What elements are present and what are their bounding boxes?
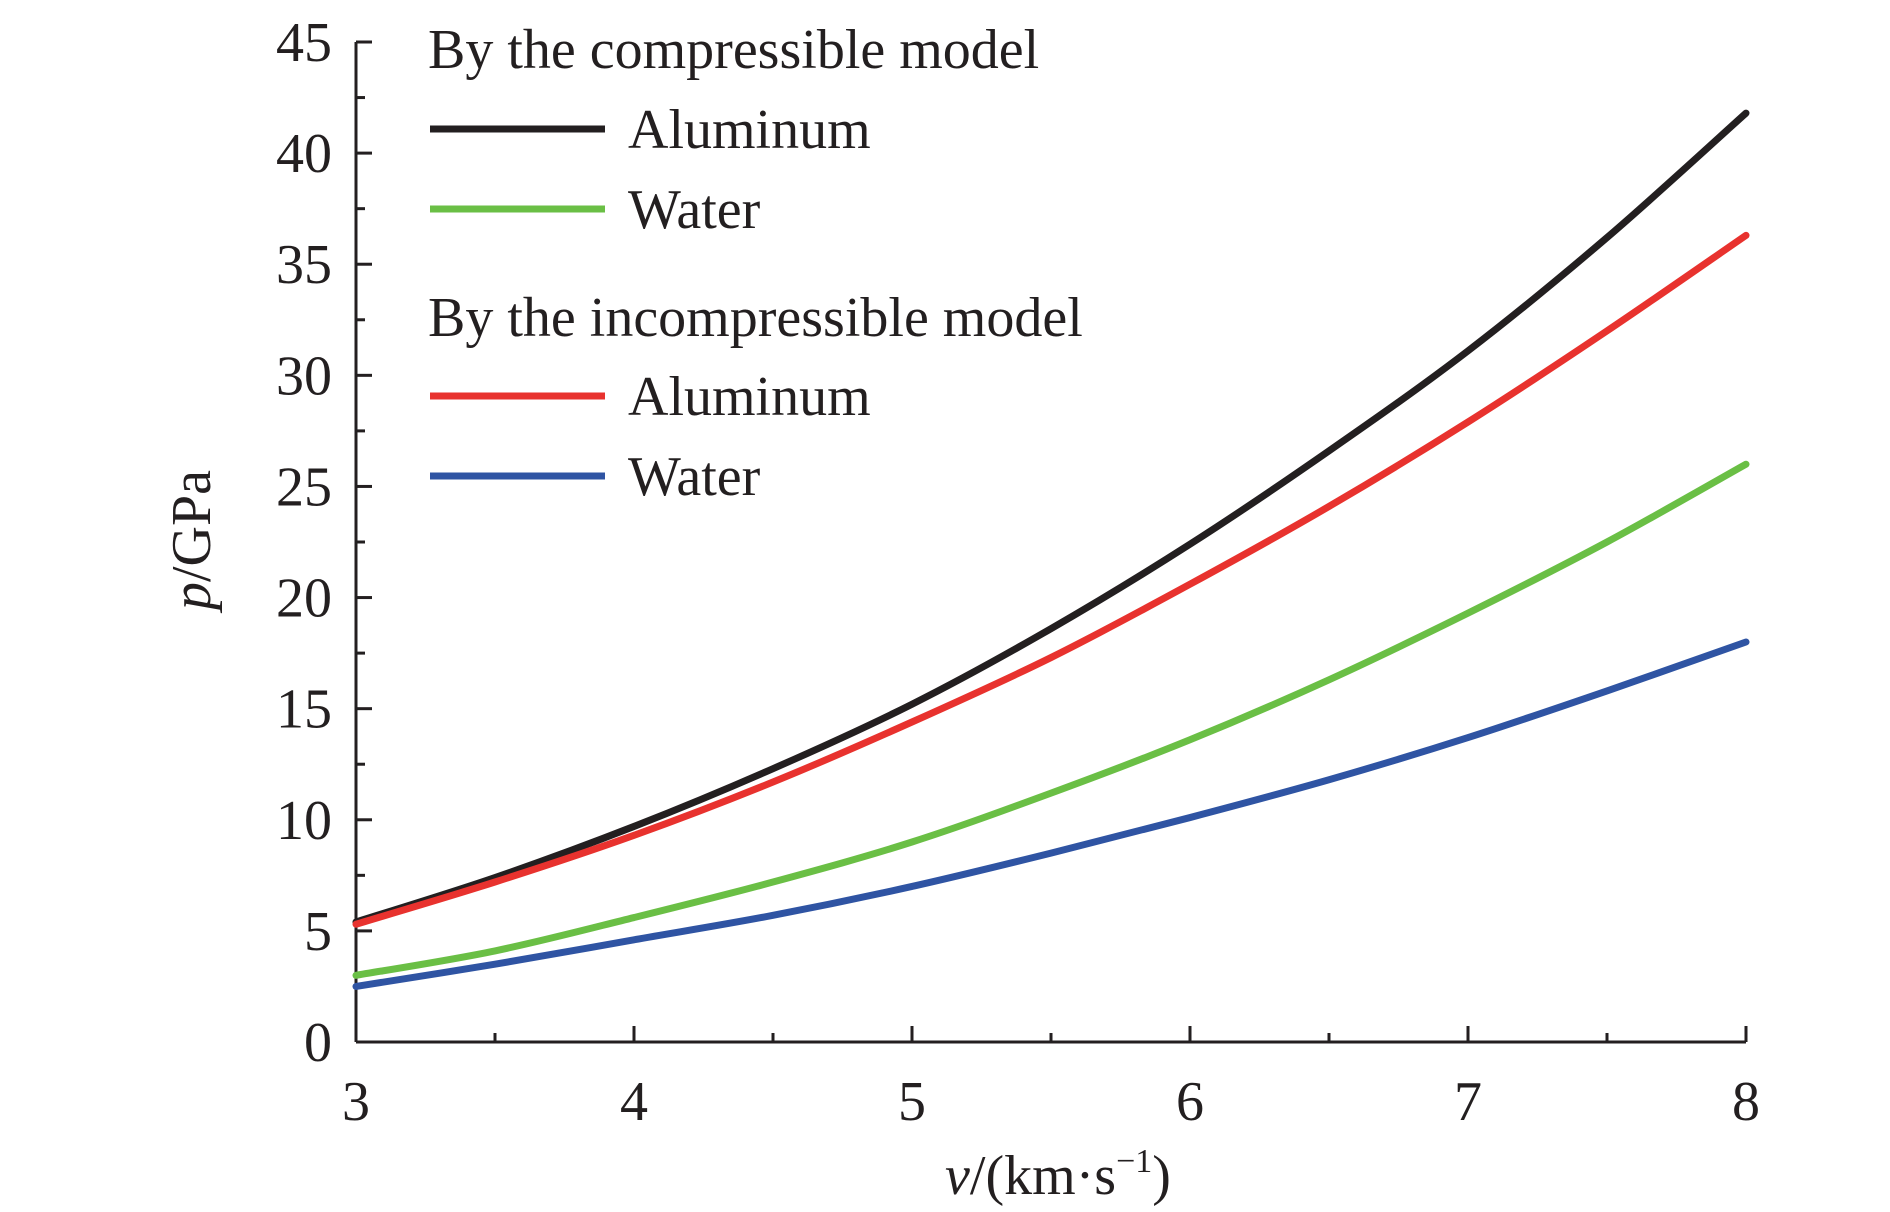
x-axis-unit: /(km·s [970, 1145, 1116, 1207]
series-line-compressible-water [352, 460, 1750, 979]
x-axis-unit-close: ) [1152, 1145, 1171, 1207]
y-tick-label: 40 [276, 123, 332, 185]
y-tick-label: 10 [276, 790, 332, 852]
y-tick-label: 0 [304, 1012, 332, 1074]
legend: By the compressible model Aluminum Water… [428, 19, 1083, 508]
y-tick-label: 15 [276, 679, 332, 741]
y-tick-label: 35 [276, 234, 332, 296]
y-axis-variable: p [161, 582, 223, 614]
legend-entry-compressible-aluminum: Aluminum [628, 99, 871, 161]
legend-entry-incompressible-water: Water [628, 446, 761, 508]
x-tick-label: 5 [898, 1071, 926, 1133]
legend-group-title-incompressible: By the incompressible model [428, 287, 1083, 349]
series-line-incompressible-aluminum [352, 231, 1750, 928]
series-line-incompressible-water [352, 638, 1750, 990]
y-axis-unit: /GPa [161, 470, 223, 582]
y-tick-label: 45 [276, 12, 332, 74]
legend-entry-incompressible-aluminum: Aluminum [628, 366, 871, 428]
y-tick-label: 25 [276, 456, 332, 518]
x-tick-label: 7 [1454, 1071, 1482, 1133]
series-line-compressible-aluminum [352, 109, 1750, 926]
x-axis-title: v/(km·s−1) [945, 1143, 1171, 1207]
y-axis-title: p/GPa [161, 470, 223, 614]
y-tick-label: 5 [304, 901, 332, 963]
y-tick-label: 30 [276, 345, 332, 407]
legend-group-title-compressible: By the compressible model [428, 19, 1039, 81]
x-tick-label: 6 [1176, 1071, 1204, 1133]
x-axis-unit-exponent: −1 [1116, 1143, 1152, 1180]
series-layer [352, 109, 1750, 990]
x-axis-variable: v [945, 1145, 970, 1207]
x-tick-label: 3 [342, 1071, 370, 1133]
x-tick-label: 4 [620, 1071, 648, 1133]
y-tick-label: 20 [276, 568, 332, 630]
legend-entry-compressible-water: Water [628, 179, 761, 241]
x-tick-label: 8 [1732, 1071, 1760, 1133]
